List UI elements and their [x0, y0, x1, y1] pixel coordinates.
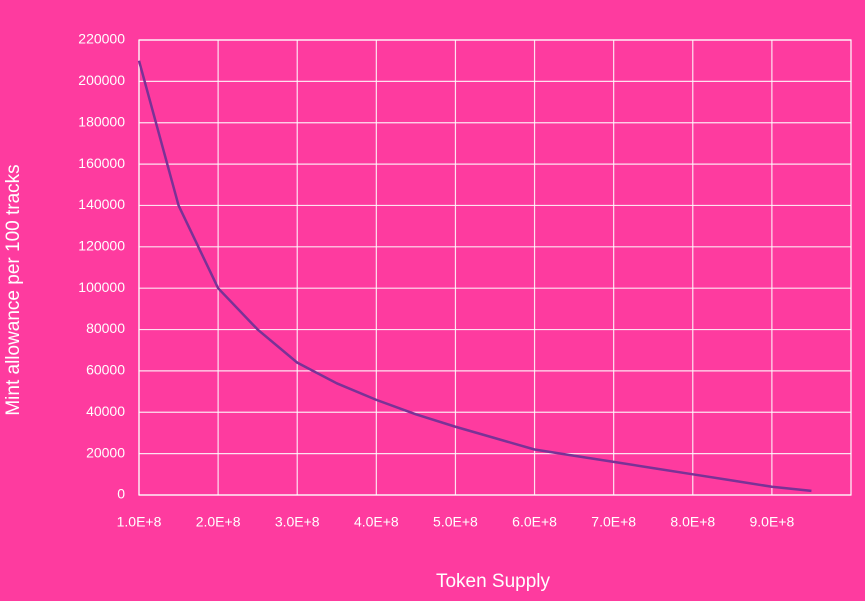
y-tick-label: 200000 [78, 72, 125, 88]
x-tick-label: 1.0E+8 [117, 514, 162, 530]
x-tick-label: 8.0E+8 [670, 514, 715, 530]
y-axis-label: Mint allowance per 100 tracks [3, 164, 24, 415]
y-tick-label: 40000 [86, 403, 125, 419]
y-tick-label: 120000 [78, 238, 125, 254]
x-tick-label: 9.0E+8 [750, 514, 795, 530]
y-tick-label: 220000 [78, 31, 125, 47]
x-tick-label: 7.0E+8 [591, 514, 636, 530]
x-tick-label: 5.0E+8 [433, 514, 478, 530]
y-tick-label: 80000 [86, 320, 125, 336]
data-line [137, 60, 812, 493]
y-tick-label: 100000 [78, 279, 125, 295]
y-tick-label: 160000 [78, 155, 125, 171]
y-tick-label: 60000 [86, 362, 125, 378]
x-axis-label: Token Supply [436, 571, 551, 592]
y-tick-label: 0 [117, 486, 125, 502]
y-tick-label: 140000 [78, 196, 125, 212]
x-tick-label: 2.0E+8 [196, 514, 241, 530]
x-tick-label: 6.0E+8 [512, 514, 557, 530]
y-tick-label: 180000 [78, 113, 125, 129]
x-tick-label: 4.0E+8 [354, 514, 399, 530]
y-tick-label: 20000 [86, 444, 125, 460]
x-tick-label: 3.0E+8 [275, 514, 320, 530]
